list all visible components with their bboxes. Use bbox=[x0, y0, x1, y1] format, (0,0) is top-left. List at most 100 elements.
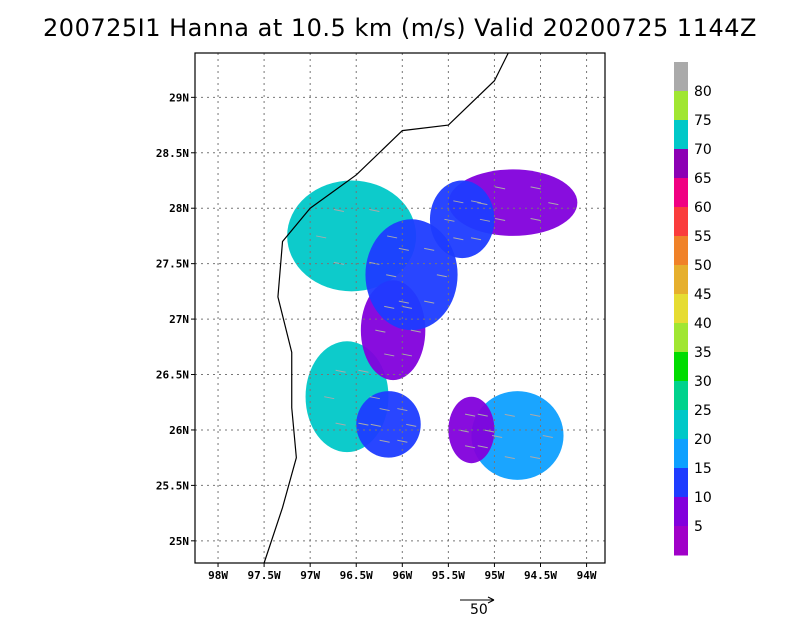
colorbar-segment bbox=[674, 352, 688, 382]
x-axis-ticks: 98W 97.5W 97W 96.5W 96W 95.5W 95W 94.5W 94W bbox=[208, 563, 597, 582]
colorbar-label: 20 bbox=[694, 432, 712, 448]
wind-vector bbox=[387, 235, 398, 239]
wind-vector bbox=[492, 435, 503, 438]
wind-vector bbox=[358, 422, 369, 426]
wind-vector bbox=[495, 186, 506, 190]
map-frame bbox=[194, 52, 606, 564]
colorbar-label: 25 bbox=[694, 403, 712, 419]
colorbar-segment bbox=[674, 207, 688, 237]
colorbar-label: 75 bbox=[694, 113, 712, 129]
colorbar-label: 10 bbox=[694, 490, 712, 506]
vector-scale-label: 50 bbox=[470, 602, 488, 618]
colorbar-segment bbox=[674, 236, 688, 266]
y-tick-label: 27N bbox=[169, 313, 189, 326]
wind-vector bbox=[398, 300, 409, 304]
colorbar-label: 80 bbox=[694, 84, 712, 100]
wind-vector bbox=[530, 218, 541, 222]
wind-vector bbox=[401, 353, 413, 357]
colorbar-segment bbox=[674, 91, 688, 121]
wind-vector bbox=[464, 413, 476, 417]
wind-vector bbox=[453, 200, 464, 204]
colorbar-label: 50 bbox=[694, 258, 712, 274]
coastline-line bbox=[263, 52, 509, 564]
colorbar-label: 30 bbox=[694, 374, 712, 390]
y-tick-label: 25.5N bbox=[156, 479, 189, 492]
wind-vector bbox=[444, 218, 455, 222]
wind-vector bbox=[375, 329, 386, 333]
wind-vector bbox=[453, 237, 464, 241]
colorbar-label: 70 bbox=[694, 142, 712, 158]
colorbar-label: 5 bbox=[694, 519, 703, 535]
wind-vector bbox=[530, 413, 541, 417]
wind-vector bbox=[369, 396, 380, 400]
wind-field bbox=[287, 169, 578, 480]
wind-vector bbox=[464, 445, 476, 449]
wind-region-central-band bbox=[365, 219, 458, 331]
wind-vector bbox=[530, 186, 541, 190]
colorbar-segment bbox=[674, 439, 688, 469]
wind-vector bbox=[436, 274, 447, 278]
y-tick-label: 27.5N bbox=[156, 258, 189, 271]
colorbar: 5 10 15 20 25 30 35 40 45 50 55 60 65 70 75 80 bbox=[674, 62, 712, 556]
y-tick-label: 26N bbox=[169, 424, 189, 437]
wind-vector bbox=[504, 413, 515, 417]
colorbar-segment bbox=[674, 294, 688, 324]
wind-vector bbox=[530, 456, 541, 460]
x-tick-label: 97.5W bbox=[248, 569, 281, 582]
wind-vector bbox=[548, 202, 559, 206]
wind-vector bbox=[504, 456, 515, 460]
vector-scale: 50 bbox=[460, 596, 495, 618]
colorbar-segment bbox=[674, 410, 688, 440]
wind-vector bbox=[470, 237, 482, 241]
colorbar-segment bbox=[674, 120, 688, 150]
colorbar-label: 35 bbox=[694, 345, 712, 361]
wind-vector bbox=[424, 300, 435, 304]
wind-vector bbox=[477, 445, 488, 449]
y-tick-label: 29N bbox=[169, 91, 189, 104]
wind-region-south-eyewall bbox=[356, 391, 421, 458]
wind-vector bbox=[358, 369, 369, 373]
colorbar-segment bbox=[674, 62, 688, 92]
x-tick-label: 98W bbox=[208, 569, 228, 582]
colorbar-label: 65 bbox=[694, 171, 712, 187]
colorbar-label: 45 bbox=[694, 287, 712, 303]
wind-vector bbox=[477, 413, 488, 417]
colorbar-segment bbox=[674, 526, 688, 556]
wind-vector bbox=[369, 261, 380, 265]
wind-vector bbox=[384, 305, 395, 309]
wind-vector bbox=[333, 261, 344, 265]
wind-vector bbox=[479, 218, 491, 222]
colorbar-segment bbox=[674, 265, 688, 295]
y-tick-label: 28.5N bbox=[156, 147, 189, 160]
wind-vector bbox=[386, 274, 397, 278]
x-tick-label: 94W bbox=[577, 569, 597, 582]
x-tick-label: 95W bbox=[485, 569, 505, 582]
x-tick-label: 96.5W bbox=[340, 569, 373, 582]
wind-region-northeast-inner bbox=[429, 180, 495, 259]
colorbar-segment bbox=[674, 497, 688, 527]
colorbar-segment bbox=[674, 468, 688, 498]
coastline bbox=[263, 52, 509, 564]
wind-vector bbox=[410, 329, 421, 333]
wind-vector bbox=[379, 439, 390, 443]
wind-vector bbox=[424, 247, 435, 251]
wind-vector bbox=[379, 408, 390, 412]
lat-lon-grid bbox=[195, 53, 605, 563]
y-tick-label: 25N bbox=[169, 535, 189, 548]
y-tick-label: 26.5N bbox=[156, 369, 189, 382]
wind-vector bbox=[542, 435, 553, 438]
wind-vector bbox=[397, 439, 408, 443]
wind-vector bbox=[369, 209, 380, 213]
wind-vector bbox=[398, 247, 409, 251]
x-tick-label: 94.5W bbox=[524, 569, 557, 582]
wind-vector bbox=[324, 396, 335, 400]
x-tick-label: 95.5W bbox=[432, 569, 465, 582]
wind-vector bbox=[483, 429, 495, 433]
colorbar-segment bbox=[674, 381, 688, 411]
wind-vector bbox=[333, 209, 344, 213]
wind-vector bbox=[401, 305, 413, 309]
x-tick-label: 97W bbox=[300, 569, 320, 582]
colorbar-segment bbox=[674, 178, 688, 208]
wind-vector bbox=[477, 202, 488, 206]
